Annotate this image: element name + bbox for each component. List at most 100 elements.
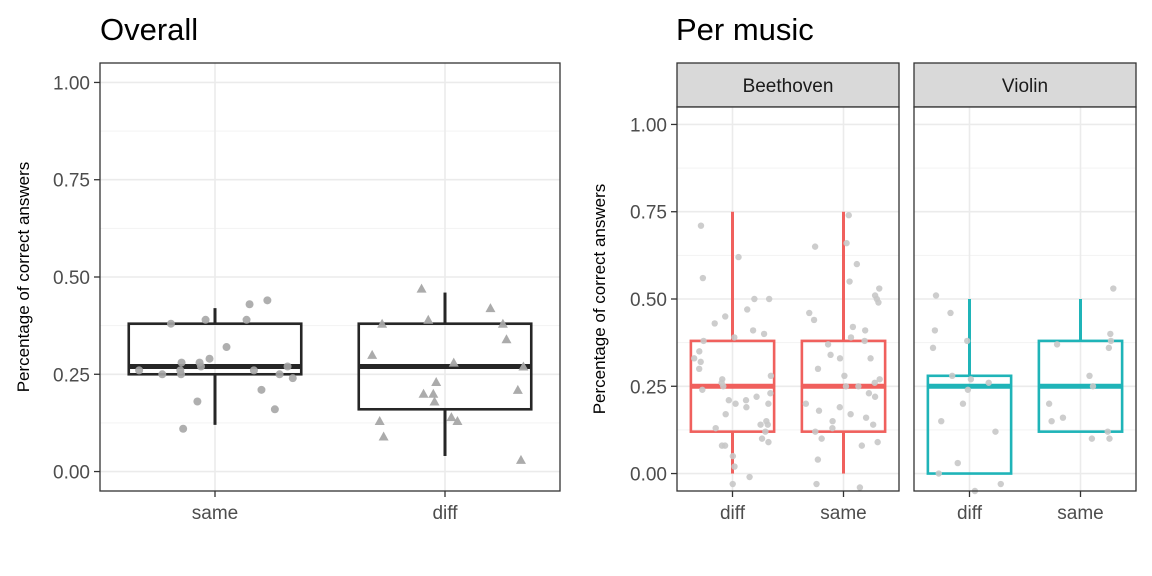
overall-y-tick-label: 0.25 bbox=[53, 365, 90, 386]
facet-beethoven-point-same bbox=[836, 355, 844, 362]
overall-point-diff bbox=[515, 454, 526, 464]
facet-beethoven-point-diff bbox=[765, 438, 772, 446]
overall-point-same bbox=[270, 405, 279, 414]
overall-point-same bbox=[245, 300, 254, 309]
facet-beethoven-point-same bbox=[818, 435, 825, 442]
facet-beethoven-point-same bbox=[871, 379, 878, 386]
overall-point-diff bbox=[429, 396, 440, 406]
overall-point-same bbox=[263, 296, 272, 305]
facet-beethoven-point-diff bbox=[749, 327, 757, 334]
facet-violin-point-same bbox=[1107, 337, 1115, 345]
overall-title: Overall bbox=[100, 12, 198, 47]
facet-beethoven-point-same bbox=[814, 456, 822, 463]
overall-point-diff bbox=[485, 303, 496, 313]
overall-point-same bbox=[242, 315, 251, 324]
facet-beethoven-point-diff bbox=[758, 435, 766, 442]
facet-beethoven-y-tick-label: 0.75 bbox=[630, 203, 667, 224]
facet-violin-point-same bbox=[1104, 428, 1111, 435]
overall-point-same bbox=[288, 374, 297, 383]
facet-beethoven-x-tick-label: same bbox=[820, 503, 866, 524]
overall-point-diff bbox=[518, 361, 529, 371]
overall-point-same bbox=[257, 385, 266, 394]
facet-beethoven-point-same bbox=[829, 424, 836, 432]
facet-beethoven-point-same bbox=[824, 341, 832, 348]
facet-beethoven-y-tick-label: 1.00 bbox=[630, 115, 667, 136]
overall-point-diff bbox=[448, 357, 459, 367]
facet-violin-point-diff bbox=[967, 376, 975, 383]
facet-beethoven-point-same bbox=[869, 421, 877, 428]
facet-beethoven-point-diff bbox=[729, 480, 736, 488]
facet-beethoven-point-diff bbox=[731, 334, 738, 341]
overall-point-same bbox=[179, 424, 188, 433]
facet-beethoven-point-same bbox=[858, 442, 866, 449]
facet-beethoven-point-same bbox=[861, 337, 868, 345]
facet-beethoven-point-diff bbox=[711, 320, 718, 327]
overall-point-same bbox=[222, 343, 231, 352]
overall-point-same bbox=[201, 315, 210, 324]
facet-beethoven-point-same bbox=[842, 383, 850, 390]
overall-point-same bbox=[177, 358, 186, 367]
facet-beethoven-point-diff bbox=[695, 365, 703, 373]
facet-violin-point-diff bbox=[954, 459, 961, 467]
facet-beethoven-point-diff bbox=[690, 355, 698, 362]
facet-beethoven-point-same bbox=[814, 365, 822, 373]
facet-beethoven-point-diff bbox=[722, 313, 729, 320]
overall-x-tick-label: diff bbox=[432, 503, 458, 524]
facet-beethoven-point-same bbox=[812, 428, 819, 435]
facet-beethoven-point-same bbox=[845, 212, 852, 219]
facet-beethoven-point-same bbox=[829, 417, 836, 425]
overall-point-diff bbox=[418, 388, 429, 398]
facet-beethoven-point-diff bbox=[731, 463, 738, 470]
overall-point-same bbox=[283, 362, 292, 371]
facet-beethoven-point-diff bbox=[735, 253, 742, 261]
facet-violin-point-diff bbox=[997, 480, 1004, 488]
facet-beethoven-point-diff bbox=[697, 222, 705, 229]
facet-beethoven-y-tick-label: 0.25 bbox=[630, 377, 667, 398]
facet-violin-point-diff bbox=[964, 337, 971, 345]
facet-strip-label: Violin bbox=[1002, 76, 1048, 97]
facet-beethoven-point-diff bbox=[744, 306, 751, 313]
facet-beethoven-point-same bbox=[856, 484, 864, 491]
facet-violin-point-same bbox=[1086, 372, 1093, 379]
facet-beethoven-point-diff bbox=[762, 428, 769, 435]
facet-beethoven-point-same bbox=[815, 407, 823, 414]
facet-strip bbox=[676, 62, 900, 108]
facet-beethoven-point-same bbox=[847, 334, 855, 341]
facet-beethoven-point-diff bbox=[699, 274, 707, 282]
overall-point-diff bbox=[423, 314, 434, 324]
facet-beethoven-point-same bbox=[865, 390, 873, 397]
facet-violin-point-diff bbox=[959, 400, 967, 407]
overall-box-same bbox=[127, 322, 303, 376]
facet-violin-panel-border bbox=[913, 106, 1137, 492]
facet-beethoven-point-same bbox=[810, 316, 818, 324]
facet-beethoven-point-same bbox=[875, 299, 882, 306]
facet-beethoven-point-same bbox=[861, 327, 869, 334]
overall-panel: same diff 0.00 0.25 0.50 0.75 1.00 bbox=[53, 62, 561, 524]
facet-beethoven-point-same bbox=[871, 393, 879, 400]
overall-y-axis-title: Percentage of correct answers bbox=[14, 162, 33, 393]
facet-beethoven-point-diff bbox=[765, 400, 772, 407]
facet-beethoven-point-diff bbox=[712, 424, 719, 432]
facet-violin-point-diff bbox=[938, 417, 945, 425]
facet-beethoven-point-same bbox=[846, 278, 853, 285]
facet-violin-point-same bbox=[1059, 414, 1067, 421]
facet-beethoven-point-same bbox=[806, 309, 813, 317]
per-music-title: Per music bbox=[676, 12, 814, 47]
facet-beethoven-y-tick-label: 0.00 bbox=[630, 465, 667, 486]
overall-y-tick-label: 0.50 bbox=[53, 268, 90, 289]
facet-violin-box-diff bbox=[926, 374, 1013, 475]
facet-beethoven-point-diff bbox=[757, 421, 764, 428]
facet-violin-x-tick-label: same bbox=[1057, 503, 1103, 524]
facet-beethoven-point-diff bbox=[742, 397, 750, 404]
overall-point-diff bbox=[428, 388, 439, 398]
facet-violin-point-same bbox=[1088, 435, 1096, 442]
facet-violin-point-diff bbox=[935, 470, 942, 477]
overall-point-diff bbox=[497, 318, 508, 328]
facet-beethoven-point-diff bbox=[753, 393, 760, 400]
facet-violin: Violin diff same bbox=[913, 62, 1137, 524]
facet-beethoven-point-same bbox=[841, 372, 848, 379]
facet-violin-x-tick-label: diff bbox=[957, 503, 983, 524]
facet-violin-point-same bbox=[1110, 285, 1117, 292]
facet-beethoven-point-diff bbox=[720, 383, 727, 390]
